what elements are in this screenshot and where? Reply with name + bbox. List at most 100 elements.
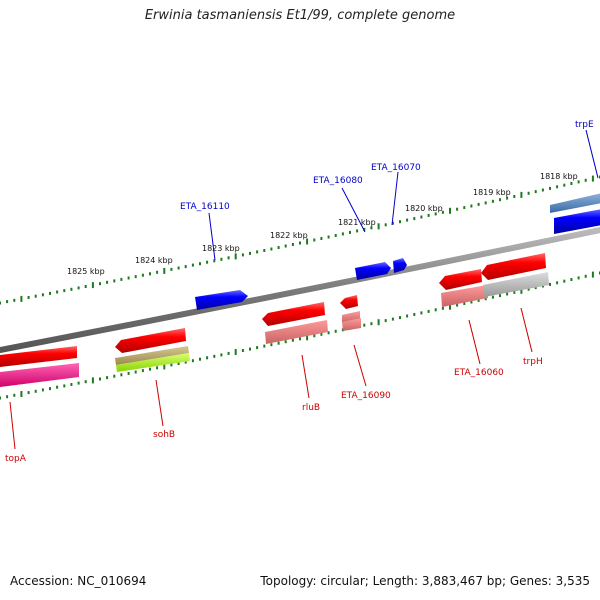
minor-tick	[327, 235, 330, 239]
minor-tick	[534, 286, 537, 290]
minor-tick	[491, 199, 494, 203]
reverse-gene-callouts: topA sohB rluB ETA_16090 ETA_16060 trpH	[5, 307, 543, 464]
minor-tick	[399, 220, 401, 224]
minor-tick	[27, 391, 30, 395]
minor-tick	[441, 210, 444, 214]
minor-tick	[127, 371, 130, 375]
label-ETA_16060: ETA_16060	[454, 368, 504, 378]
minor-tick	[134, 275, 137, 279]
minor-tick	[220, 257, 223, 261]
minor-tick	[213, 259, 216, 263]
minor-tick	[291, 338, 294, 342]
minor-tick	[556, 185, 559, 189]
minor-tick	[341, 232, 344, 236]
minor-tick	[570, 278, 573, 281]
minor-tick	[506, 292, 509, 296]
minor-tick	[584, 274, 587, 278]
major-tick	[91, 377, 94, 384]
minor-tick	[113, 374, 116, 378]
gene-trpH[interactable]	[481, 253, 549, 297]
scale-label-1819: 1819 kbp	[473, 188, 511, 197]
minor-tick	[549, 186, 551, 190]
label-sohB: sohB	[153, 430, 175, 440]
gene-ETA_16070[interactable]	[393, 258, 407, 273]
minor-tick	[463, 206, 466, 210]
minor-tick	[370, 322, 373, 326]
minor-tick	[206, 356, 209, 360]
minor-tick	[277, 246, 280, 249]
minor-tick	[84, 380, 87, 384]
gene-rluB[interactable]	[262, 302, 328, 344]
minor-tick	[56, 385, 59, 389]
minor-tick	[484, 201, 487, 205]
minor-tick	[241, 253, 244, 257]
minor-tick	[199, 262, 201, 266]
minor-tick	[434, 308, 437, 312]
minor-tick	[241, 349, 244, 352]
minor-tick	[291, 243, 294, 246]
minor-tick	[191, 263, 194, 267]
scale-labels: 1818 kbp 1819 kbp 1820 kbp 1821 kbp 1822…	[67, 172, 578, 276]
gene-ETA_16110[interactable]	[195, 290, 248, 310]
minor-tick	[477, 202, 480, 206]
label-rluB: rluB	[302, 403, 320, 413]
minor-tick	[549, 282, 551, 286]
minor-tick	[313, 238, 316, 242]
minor-tick	[99, 282, 101, 286]
major-tick	[449, 207, 451, 214]
minor-tick	[13, 393, 16, 397]
minor-tick	[320, 237, 323, 240]
minor-tick	[491, 295, 494, 299]
major-tick	[449, 303, 451, 310]
minor-tick	[77, 286, 80, 290]
forward-scale-ticks	[0, 175, 600, 305]
label-topA: topA	[5, 454, 27, 464]
major-tick	[20, 295, 23, 302]
gene-trpE[interactable]	[550, 193, 600, 234]
minor-tick	[184, 360, 187, 364]
minor-tick	[170, 267, 173, 271]
minor-tick	[13, 298, 16, 302]
minor-tick	[63, 384, 66, 388]
minor-tick	[391, 221, 394, 225]
scale-label-1825: 1825 kbp	[67, 267, 105, 276]
minor-tick	[541, 188, 544, 192]
minor-tick	[70, 383, 73, 386]
forward-gene-callouts: trpE ETA_16070 ETA_16080 ETA_16110	[180, 120, 599, 261]
minor-tick	[49, 291, 51, 295]
gene-ETA_16080[interactable]	[355, 262, 391, 280]
minor-tick	[6, 395, 9, 399]
gene-topA[interactable]	[0, 346, 79, 387]
minor-tick	[249, 251, 251, 255]
minor-tick	[227, 256, 230, 260]
minor-tick	[106, 280, 109, 284]
minor-tick	[249, 347, 251, 351]
label-ETA_16110: ETA_16110	[180, 202, 230, 212]
minor-tick	[284, 244, 287, 248]
minor-tick	[270, 247, 273, 251]
minor-tick	[56, 290, 59, 294]
minor-tick	[141, 273, 144, 277]
minor-tick	[134, 370, 137, 374]
minor-tick	[0, 396, 1, 400]
genome-summary: Topology: circular; Length: 3,883,467 bp…	[260, 574, 590, 588]
minor-tick	[149, 367, 151, 371]
minor-tick	[463, 302, 466, 305]
minor-tick	[41, 293, 44, 297]
minor-tick	[256, 346, 259, 350]
gene-ETA_16060[interactable]	[439, 269, 488, 307]
minor-tick	[170, 363, 173, 367]
minor-tick	[334, 234, 337, 237]
minor-tick	[199, 357, 201, 361]
minor-tick	[527, 191, 530, 195]
gene-ETA_16090[interactable]	[340, 295, 361, 331]
major-tick	[234, 349, 237, 355]
minor-tick	[406, 218, 409, 222]
minor-tick	[363, 227, 366, 231]
minor-tick	[363, 323, 366, 327]
label-ETA_16090: ETA_16090	[341, 391, 391, 401]
gene-sohB[interactable]	[115, 328, 190, 372]
minor-tick	[434, 212, 437, 216]
minor-tick	[206, 260, 209, 264]
